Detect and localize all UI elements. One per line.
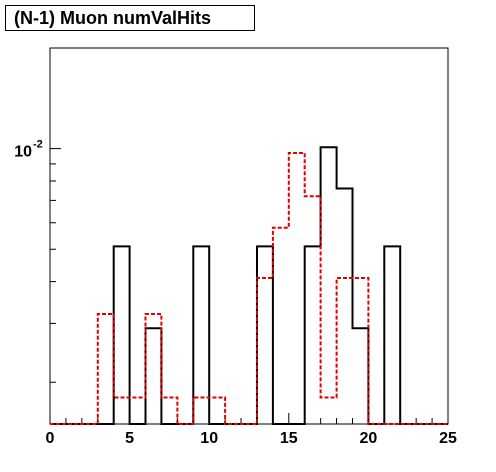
- plot-frame: [49, 47, 449, 425]
- series-layer: [50, 146, 448, 425]
- y-axis-labels: 10 -2: [14, 139, 43, 161]
- black-solid-series: [50, 146, 448, 425]
- x-tick-label: 5: [125, 430, 134, 447]
- chart-title: (N-1) Muon numValHits: [5, 5, 255, 31]
- y-tick-label-exponent: -2: [33, 139, 43, 151]
- x-tick-label: 20: [360, 430, 378, 447]
- x-tick-label: 15: [280, 430, 298, 447]
- red-dashed-series: [50, 152, 448, 425]
- x-tick-label: 25: [439, 430, 457, 447]
- x-axis-labels: 0 5 10 15 20 25: [46, 430, 457, 447]
- x-axis-ticks: [49, 413, 449, 424]
- x-tick-label: 0: [46, 430, 55, 447]
- y-tick-label: 10: [14, 144, 32, 161]
- x-tick-label: 10: [200, 430, 218, 447]
- y-axis-ticks: [50, 47, 61, 383]
